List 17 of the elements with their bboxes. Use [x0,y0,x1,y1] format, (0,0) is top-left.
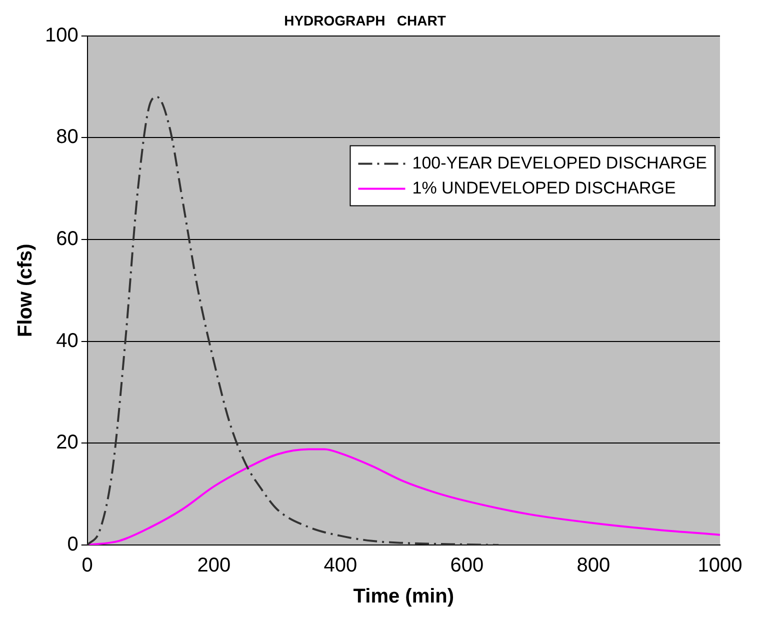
y-tick-label: 80 [56,126,78,148]
y-tick-label: 20 [56,432,78,454]
x-tick-label: 400 [324,554,358,577]
x-tick-label: 0 [82,554,93,577]
y-tick-label: 100 [44,24,78,46]
legend-label: 100-YEAR DEVELOPED DISCHARGE [412,153,708,172]
x-tick-label: 800 [576,554,610,577]
x-tick-label: 200 [197,554,231,577]
y-tick-label: 40 [56,330,78,352]
x-tick-label: 600 [450,554,484,577]
x-tick-label: 1000 [698,554,742,577]
y-tick-label: 60 [56,228,78,250]
y-axis-title: Flow (cfs) [14,244,37,338]
legend-label: 1% UNDEVELOPED DISCHARGE [412,178,676,198]
y-tick-label: 0 [67,534,78,556]
chart-title: HYDROGRAPH CHART [284,12,446,28]
x-axis-title: Time (min) [353,586,454,608]
